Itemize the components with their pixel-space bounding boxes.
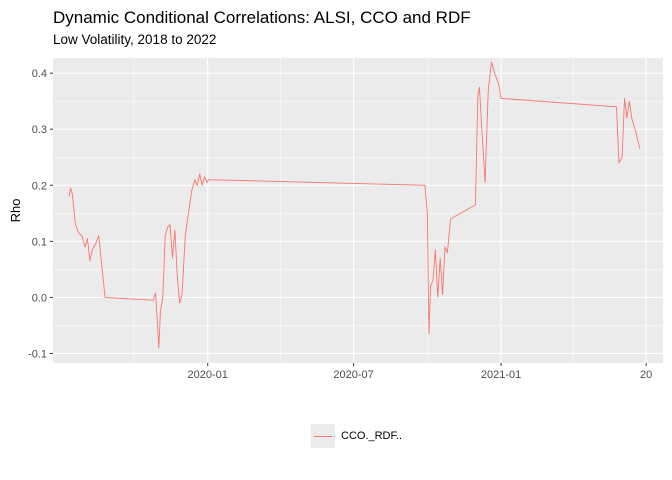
chart-plot: -0.1 0.0 0.1 0.2 0.3 0.4 2020-01 2020-07 2021-0… (8, 58, 663, 381)
x-axis: 2020-01 2020-07 2021-01 20 (188, 363, 652, 381)
y-tick-label: 0.0 (32, 292, 47, 304)
legend: CCO._RDF.. (311, 424, 402, 448)
chart-title: Dynamic Conditional Correlations: ALSI, … (53, 8, 471, 27)
y-tick-label: 0.4 (32, 68, 47, 80)
series-line (68, 61, 641, 349)
y-axis-title: Rho (8, 199, 23, 223)
major-y-gridlines (53, 72, 663, 355)
legend-key (311, 424, 335, 448)
minor-y-gridlines (53, 100, 663, 326)
chart-subtitle: Low Volatility, 2018 to 2022 (53, 32, 217, 47)
legend-key-line (314, 435, 332, 437)
x-tick-label: 2020-01 (188, 369, 228, 381)
x-tick-label: 2020-07 (333, 369, 373, 381)
plot-panel (53, 58, 663, 363)
major-x-gridlines (207, 58, 647, 363)
y-tick-label: 0.1 (32, 236, 47, 248)
x-tick-label: 2021-01 (481, 369, 521, 381)
y-tick-label: 0.3 (32, 124, 47, 136)
legend-label: CCO._RDF.. (341, 430, 403, 442)
x-tick-label: 20 (640, 369, 652, 381)
series-layer (68, 61, 641, 349)
y-tick-label: 0.2 (32, 180, 47, 192)
y-axis: -0.1 0.0 0.1 0.2 0.3 0.4 (28, 68, 53, 360)
y-tick-label: -0.1 (28, 348, 47, 360)
